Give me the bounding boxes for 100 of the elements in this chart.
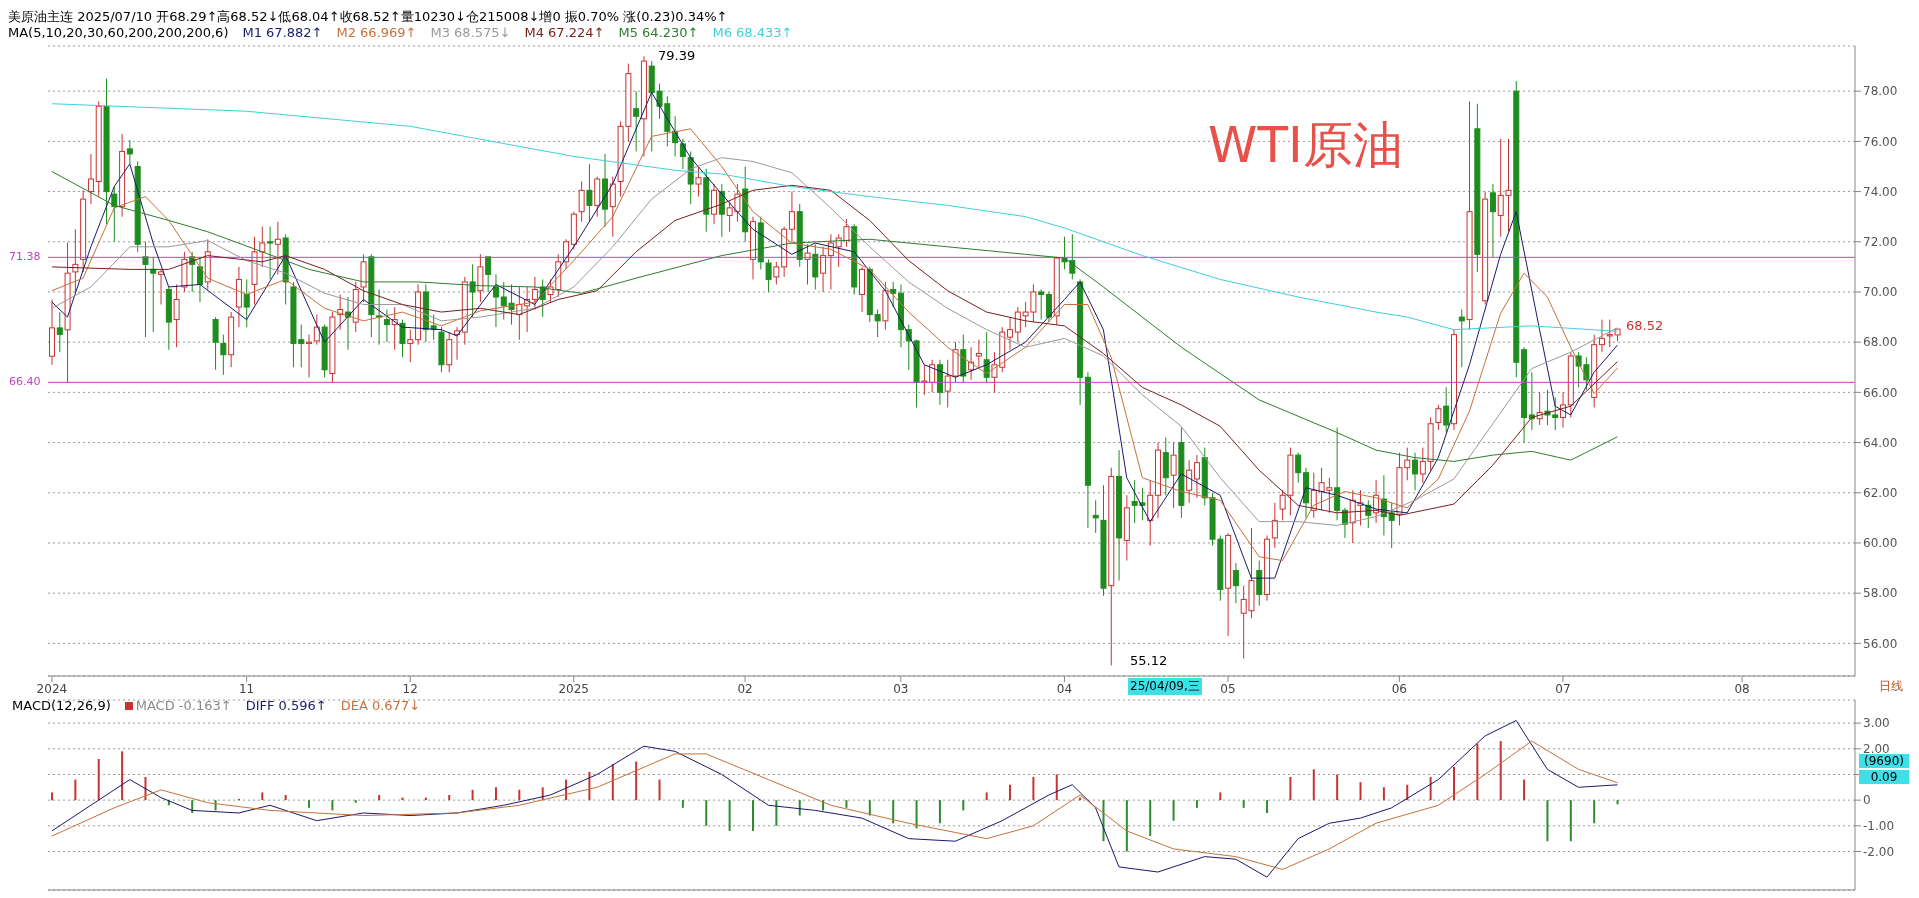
bar [1032,777,1035,801]
candlestick [1092,499,1099,534]
candlestick [126,139,133,165]
bar [1593,800,1596,824]
annotation: 55.12 [1129,653,1169,668]
bar [915,800,918,829]
candlestick [1256,560,1263,607]
y-tick-label: 0 [1863,793,1871,808]
legend-label: MACD -0.163↑ [134,698,232,713]
bar [635,761,638,801]
candlestick [1170,442,1177,509]
candlestick [695,165,702,198]
candlestick [407,329,414,363]
bar [97,759,100,801]
candlestick [1388,502,1395,549]
candlestick [469,263,476,318]
candlestick [531,276,538,311]
bar [494,787,497,801]
x-tick-label: 02 [737,681,753,696]
bar [471,789,474,801]
y-tick-label: 76.00 [1863,134,1898,149]
candlestick [306,334,313,378]
candlestick [975,339,982,368]
text: M3 68.575↓ [430,25,511,40]
candlestick [578,181,585,223]
candlestick [111,186,118,243]
y-tick-label: 62.00 [1863,486,1898,501]
text: M2 66.969↑ [336,25,417,40]
candlestick [399,319,406,358]
candlestick [158,268,165,306]
y-tick-label: 72.00 [1863,235,1898,250]
candlestick [173,283,180,348]
bar [1149,800,1152,837]
bar [1219,792,1222,801]
bar [1546,800,1549,842]
bar [1476,743,1479,801]
x-tick-label: 04 [1056,681,1073,696]
text: M1 67.882↑ [242,25,323,40]
candlestick [1271,502,1278,549]
bar [261,792,264,801]
bar [1125,800,1128,852]
candlestick [609,176,616,238]
bar [308,800,311,808]
bar [1382,787,1385,801]
y-tick-label: -2.00 [1863,844,1895,859]
text: DEA 0.677↓ [340,698,421,713]
y-tick-label: 60.00 [1863,536,1898,551]
bar [611,764,614,801]
candlestick [259,226,266,268]
text: (9690) [1859,754,1909,768]
bar [1523,779,1526,801]
candlestick [812,243,819,290]
candlestick [1598,319,1605,353]
bar [1195,800,1198,808]
candlestick [383,309,390,343]
bar [331,800,334,811]
bar [845,800,848,808]
y-tick-label: 68.00 [1863,335,1898,350]
candlestick [56,311,63,353]
y-tick-label: 56.00 [1863,636,1898,651]
bar [51,792,53,801]
bar [892,800,895,824]
x-tick-label: 2025 [558,681,590,696]
bar [1616,800,1619,805]
bar [1289,777,1292,801]
candlestick [1458,309,1465,368]
candlestick [1489,183,1496,258]
candlestick [586,163,593,223]
candlestick [788,191,795,243]
y-tick-label: 74.00 [1863,184,1898,199]
text: M5 64.230↑ [618,25,699,40]
annotation: 68.52 [1625,318,1665,333]
x-tick-label: 07 [1555,681,1571,696]
bar [751,800,754,831]
candlestick [492,273,499,328]
candlestick [1007,316,1014,351]
bar [1429,777,1432,801]
bar [518,789,521,801]
candlestick [633,90,640,152]
candlestick [921,364,928,396]
text: DIFF 0.596↑ [245,698,327,713]
bar [705,800,708,826]
candlestick [1045,291,1052,323]
y-tick-label: 64.00 [1863,435,1898,450]
bar [1009,784,1012,801]
bar [962,800,965,811]
candlestick [1334,427,1341,521]
candlestick [267,226,274,280]
candlestick [274,221,281,275]
bar [448,795,451,801]
bar [284,795,287,801]
x-tick-label: 03 [893,681,909,696]
bar [1266,800,1269,813]
y-tick-label: 70.00 [1863,285,1898,300]
bar [1569,800,1572,842]
candlestick [1295,452,1302,484]
x-tick-label: 06 [1391,681,1407,696]
candlestick [820,246,827,293]
candlestick [313,314,320,346]
candlestick [196,256,203,303]
